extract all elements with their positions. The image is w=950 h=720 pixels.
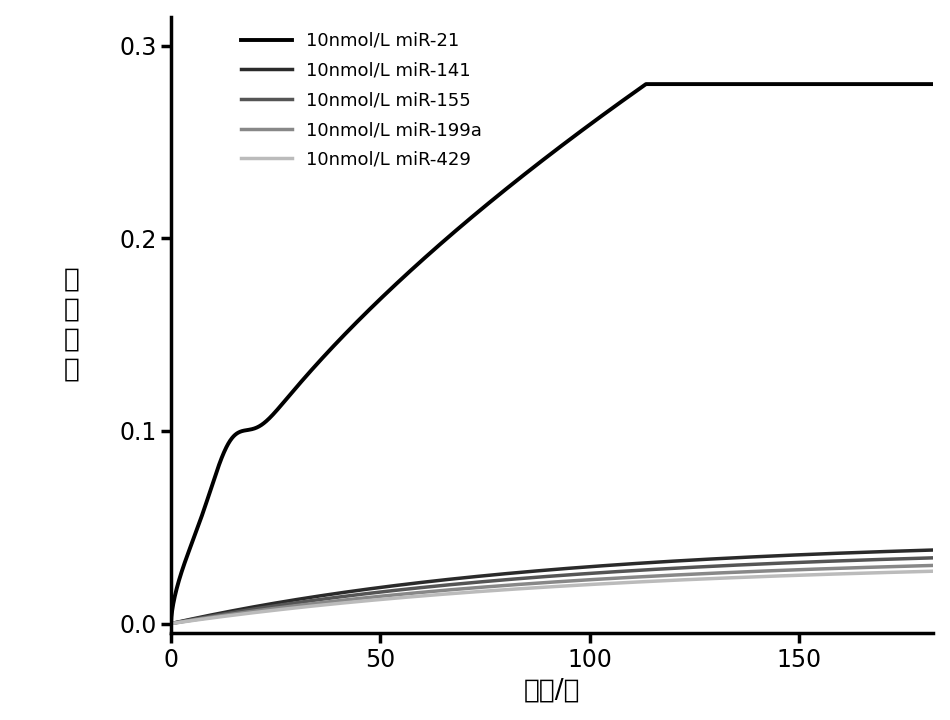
10nmol/L miR-155 — [165, 619, 177, 628]
10nmol/L miR-429 — [204, 614, 216, 623]
10nmol/L miR-155 — [766, 559, 777, 568]
10nmol/L miR-21 — [516, 173, 527, 181]
10nmol/L miR-21 — [165, 619, 177, 628]
10nmol/L miR-21 — [640, 80, 652, 89]
10nmol/L miR-199a — [204, 613, 216, 622]
10nmol/L miR-199a — [905, 562, 917, 570]
Legend: 10nmol/L miR-21, 10nmol/L miR-141, 10nmol/L miR-155, 10nmol/L miR-199a, 10nmol/L: 10nmol/L miR-21, 10nmol/L miR-141, 10nmo… — [241, 32, 482, 168]
10nmol/L miR-199a — [905, 562, 917, 570]
10nmol/L miR-141 — [905, 546, 917, 555]
10nmol/L miR-429 — [927, 567, 939, 575]
10nmol/L miR-141 — [516, 568, 527, 577]
10nmol/L miR-199a — [927, 561, 939, 570]
10nmol/L miR-429 — [905, 567, 917, 576]
10nmol/L miR-155 — [905, 554, 917, 563]
10nmol/L miR-155 — [204, 612, 216, 621]
10nmol/L miR-199a — [165, 619, 177, 628]
10nmol/L miR-21 — [906, 80, 918, 89]
10nmol/L miR-155 — [905, 554, 917, 563]
10nmol/L miR-199a — [516, 580, 527, 588]
X-axis label: 时间/秒: 时间/秒 — [523, 678, 580, 703]
10nmol/L miR-141 — [766, 552, 777, 560]
10nmol/L miR-429 — [516, 585, 527, 593]
10nmol/L miR-21 — [766, 80, 777, 89]
Line: 10nmol/L miR-21: 10nmol/L miR-21 — [171, 84, 933, 624]
10nmol/L miR-21 — [536, 157, 547, 166]
Text: 紫
外
吸
收: 紫 外 吸 收 — [64, 267, 80, 383]
10nmol/L miR-141 — [536, 566, 547, 575]
10nmol/L miR-155 — [516, 574, 527, 582]
Line: 10nmol/L miR-429: 10nmol/L miR-429 — [171, 571, 933, 624]
10nmol/L miR-141 — [927, 546, 939, 554]
10nmol/L miR-155 — [927, 554, 939, 562]
10nmol/L miR-429 — [766, 572, 777, 580]
10nmol/L miR-155 — [536, 572, 547, 581]
10nmol/L miR-429 — [165, 619, 177, 628]
Line: 10nmol/L miR-141: 10nmol/L miR-141 — [171, 550, 933, 624]
10nmol/L miR-429 — [536, 583, 547, 592]
10nmol/L miR-141 — [905, 546, 917, 555]
Line: 10nmol/L miR-155: 10nmol/L miR-155 — [171, 558, 933, 624]
10nmol/L miR-21 — [204, 487, 216, 496]
10nmol/L miR-21 — [905, 80, 917, 89]
Line: 10nmol/L miR-199a: 10nmol/L miR-199a — [171, 565, 933, 624]
10nmol/L miR-141 — [204, 611, 216, 620]
10nmol/L miR-199a — [536, 578, 547, 587]
10nmol/L miR-199a — [766, 567, 777, 575]
10nmol/L miR-21 — [927, 80, 939, 89]
10nmol/L miR-429 — [905, 567, 917, 576]
10nmol/L miR-141 — [165, 619, 177, 628]
